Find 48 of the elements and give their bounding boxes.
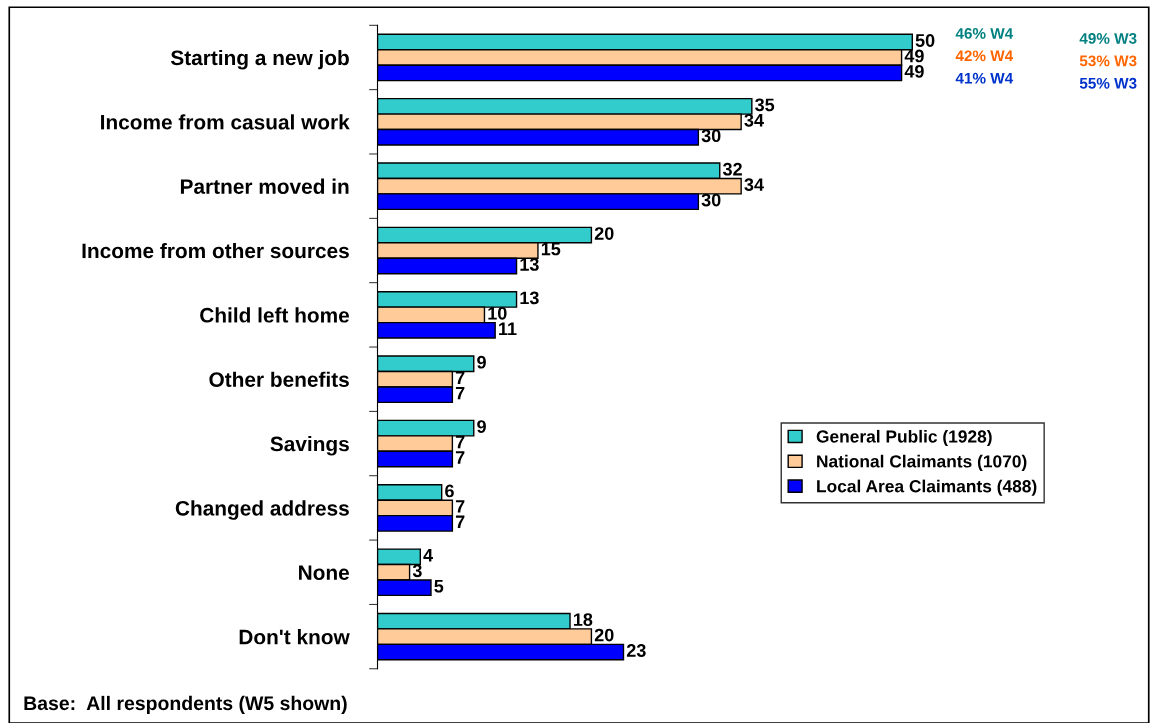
y-tick-label: Changed address [175,500,349,520]
data-label: 7 [455,515,465,529]
legend-label: National Claimants (1070) [817,454,1027,471]
data-label: 34 [744,178,764,192]
data-label: 15 [541,242,561,256]
annotation: 49% W3 [1079,33,1137,44]
data-label: 3 [412,564,422,578]
data-label: 7 [455,386,465,400]
y-tick-label: Don't know [239,629,350,645]
text: Base: All respondents (W5 shown) [24,695,347,714]
data-label: 4 [423,549,434,562]
data-label: 49 [904,49,924,63]
data-label: 11 [499,322,517,335]
data-label: 30 [701,129,721,143]
data-label: 35 [755,98,775,112]
y-tick-label: Other benefits [209,371,349,387]
legend-label: General Public (1928) [816,429,992,447]
legend-label: Local Area Claimants (488) [817,479,1037,496]
data-label: 32 [722,162,742,176]
data-label: 18 [573,613,593,627]
y-tick-label: Partner moved in [180,178,349,194]
annotation: 53% W3 [1079,55,1137,67]
annotation: 41% W4 [955,72,1014,84]
data-label: 7 [455,451,465,464]
data-label: 7 [455,435,465,449]
y-tick-label: Child left home [200,307,350,323]
data-label: 6 [445,484,454,498]
data-label: 10 [488,306,507,320]
data-label: 20 [594,227,614,240]
data-label: 7 [455,500,465,513]
data-label: 23 [626,644,646,657]
annotation: 55% W3 [1079,77,1137,89]
data-label: 34 [744,113,764,127]
data-label: 20 [594,628,614,642]
annotation: 42% W4 [955,50,1014,62]
y-tick-label: Starting a new job [170,49,349,70]
data-label: 9 [477,355,486,369]
data-label: 30 [701,193,721,207]
data-label: 9 [477,420,486,433]
y-tick-label: None [299,565,350,581]
data-label: 49 [904,64,924,78]
data-label: 5 [434,579,444,593]
data-label: 13 [520,291,539,305]
y-tick-label: Savings [270,436,349,456]
y-tick-label: Income from casual work [101,114,350,130]
y-tick-label: Income from other sources [82,242,349,259]
annotation: 46% W4 [955,27,1014,39]
data-label: 50 [915,34,935,47]
